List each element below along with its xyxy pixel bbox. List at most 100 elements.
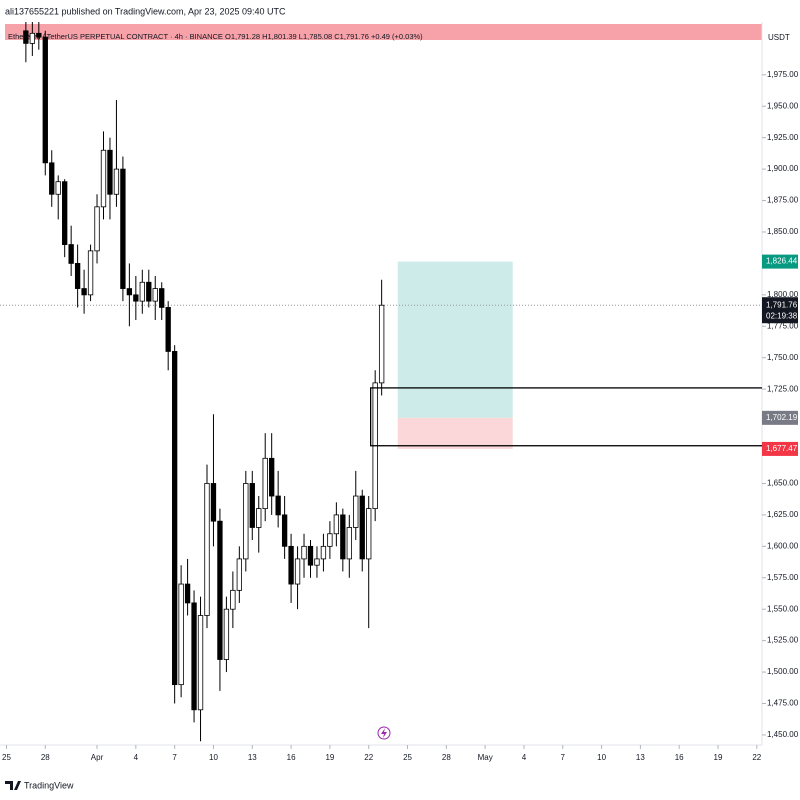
candle-body [68, 244, 74, 264]
candle [113, 99, 120, 207]
candle-body [236, 558, 243, 591]
x-tick-label: 22 [364, 753, 373, 762]
candle-body [55, 181, 61, 195]
y-tick-label: 1,750.00 [767, 353, 799, 362]
candle-body [126, 288, 133, 296]
candle [262, 433, 268, 522]
last-price-box [762, 297, 798, 324]
candle-body [223, 608, 230, 660]
x-tick-label: 28 [41, 753, 50, 762]
candle [94, 194, 100, 264]
x-tick-label: 4 [134, 753, 139, 762]
candle [269, 433, 275, 515]
candle [236, 546, 243, 603]
x-tick-label: 28 [442, 753, 451, 762]
candle-body [139, 281, 145, 302]
candle-body [113, 168, 120, 195]
candle-body [36, 32, 42, 38]
x-tick-label: 13 [636, 753, 645, 762]
candle-body [275, 495, 281, 516]
x-tick-label: 7 [561, 753, 566, 762]
x-tick-label: 25 [2, 753, 11, 762]
symbol-bar [5, 24, 762, 40]
candle-body [346, 527, 352, 560]
event-icon-bolt [381, 728, 387, 738]
candle [165, 301, 171, 371]
candle-body [262, 457, 268, 510]
candle-body [171, 351, 178, 686]
x-tick-label: 7 [172, 753, 177, 762]
candle [36, 22, 42, 50]
price-label: 1,826.44 [766, 257, 798, 266]
zone-box [370, 387, 762, 447]
candle-body [23, 30, 29, 44]
candle [23, 22, 29, 63]
candle-body [87, 250, 94, 296]
axes: 1,450.00 1,475.00 1,500.00 1,525.00 1,550.00… [2, 70, 799, 762]
candle-body [210, 483, 217, 522]
candle-body [159, 288, 165, 308]
candle-body [146, 281, 152, 302]
x-tick-label: 4 [522, 753, 527, 762]
symbol-info: Ethereum / TetherUS PERPETUAL CONTRACT ·… [8, 32, 423, 41]
candle-body [152, 288, 158, 302]
candle [107, 137, 113, 220]
candle [256, 496, 262, 553]
x-tick-label: 10 [209, 753, 218, 762]
candle-body [307, 545, 314, 566]
loss-zone [397, 417, 513, 449]
candle [204, 464, 210, 629]
candle [307, 540, 314, 578]
candle [62, 179, 68, 258]
candle [74, 244, 81, 308]
candle-body [230, 589, 236, 610]
candle-body [133, 294, 139, 302]
candle [159, 282, 165, 321]
y-tick-label: 1,925.00 [767, 133, 799, 142]
x-tick-label: 19 [325, 753, 334, 762]
candle [275, 470, 281, 528]
candle-body [81, 288, 87, 296]
candle [210, 414, 217, 547]
x-tick-label: 16 [675, 753, 684, 762]
candle-body [281, 514, 288, 547]
candle [230, 571, 236, 629]
price-label-box [762, 410, 798, 425]
candle-body [333, 514, 340, 535]
candle-body [107, 149, 113, 195]
x-tick-label: 19 [714, 753, 723, 762]
candle [294, 546, 301, 610]
x-tick-label: 25 [403, 753, 412, 762]
logo: TradingView [5, 780, 74, 790]
candle [49, 150, 55, 207]
last-price-label: 1,791.76 [766, 300, 798, 309]
price-label: 1,677.47 [766, 444, 798, 453]
candle-body [314, 558, 320, 566]
candle [133, 275, 139, 321]
candle [55, 175, 61, 220]
x-tick-label: May [478, 753, 493, 762]
price-label: 1,702.19 [766, 413, 798, 422]
candle-body [256, 508, 262, 528]
x-tick-label: 10 [597, 753, 606, 762]
y-tick-label: 1,775.00 [767, 321, 799, 330]
candle [366, 496, 372, 629]
y-tick-label: 1,850.00 [767, 227, 799, 236]
candle [139, 269, 145, 314]
candle-body [301, 545, 307, 560]
candle-body [288, 545, 294, 585]
candle [346, 514, 352, 578]
candle [288, 533, 294, 603]
candle-body [366, 508, 372, 560]
candle [353, 470, 359, 541]
candle [126, 263, 133, 327]
candle [146, 269, 152, 308]
countdown: 02:19:38 [766, 311, 798, 320]
attribution: TradingView [24, 780, 74, 790]
y-tick-label: 1,525.00 [767, 636, 799, 645]
candle-body [327, 533, 333, 547]
candle [359, 489, 365, 572]
plot-area [0, 22, 762, 742]
candle [120, 156, 126, 302]
